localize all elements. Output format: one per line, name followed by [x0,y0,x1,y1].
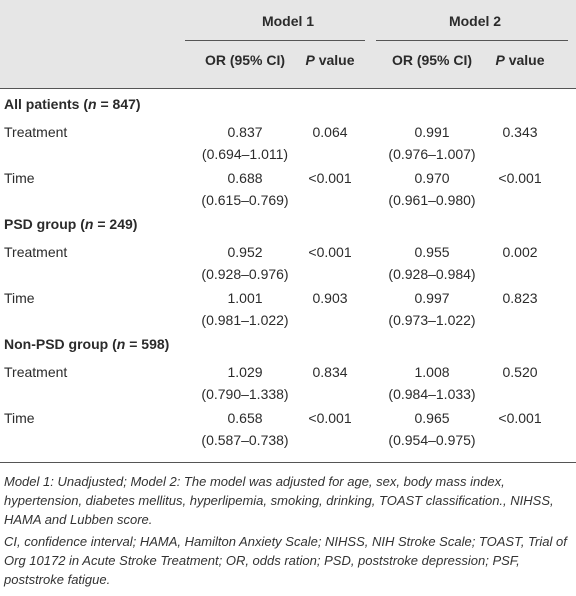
text-segment: = 249) [93,216,138,232]
confidence-interval: (0.790–1.338) [201,386,289,402]
text-segment: P [495,52,505,68]
odds-ratio: 0.965 [414,410,450,426]
odds-ratio: 0.688 [227,170,263,186]
confidence-interval: (0.694–1.011) [201,146,289,162]
row-label: Time [4,410,35,426]
p-value: 0.823 [502,290,538,306]
text-segment: OR (95% CI) [391,52,473,68]
text-segment: value [314,52,355,68]
odds-ratio: 0.991 [414,124,450,140]
p-value: 0.834 [312,364,348,380]
confidence-interval: (0.973–1.022) [388,312,476,328]
confidence-interval: (0.981–1.022) [201,312,289,328]
p-value: <0.001 [308,410,352,426]
group-header: All patients (n = 847) [4,95,141,113]
column-header: OR (95% CI) [205,51,285,69]
text-segment: = 847) [96,96,141,112]
odds-ratio: 0.997 [414,290,450,306]
model-header: Model 2 [448,13,502,29]
column-header: OR (95% CI) [392,51,472,69]
p-value: 0.002 [502,244,538,260]
odds-ratio: 1.008 [414,364,450,380]
bottom-rule [0,462,576,463]
confidence-interval: (0.984–1.033) [388,386,476,402]
column-header: P value [305,51,354,69]
row-label: Treatment [4,124,68,140]
p-value: 0.343 [502,124,538,140]
text-segment: All patients ( [4,96,89,112]
row-label: Treatment [4,244,68,260]
confidence-interval: (0.587–0.738) [201,432,289,448]
confidence-interval: (0.954–0.975) [388,432,476,448]
header-background [0,0,576,88]
row-label: Time [4,290,35,306]
model-underline [376,40,568,41]
group-header: Non-PSD group (n = 598) [4,335,169,353]
model-underline [185,40,365,41]
column-header: P value [495,51,544,69]
p-value: <0.001 [498,410,542,426]
text-segment: OR (95% CI) [204,52,286,68]
odds-ratio: 1.029 [227,364,263,380]
row-label: Treatment [4,364,68,380]
confidence-interval: (0.928–0.984) [388,266,476,282]
footnote: Model 1: Unadjusted; Model 2: The model … [4,474,554,527]
p-value: <0.001 [308,170,352,186]
odds-ratio: 0.837 [227,124,263,140]
confidence-interval: (0.961–0.980) [388,192,476,208]
text-segment: PSD group ( [4,216,85,232]
odds-ratio: 1.001 [227,290,263,306]
odds-ratio: 0.952 [227,244,263,260]
text-segment: n [84,216,94,232]
odds-ratio: 0.955 [414,244,450,260]
p-value: <0.001 [498,170,542,186]
row-label: Time [4,170,35,186]
footnote: CI, confidence interval; HAMA, Hamilton … [4,534,567,587]
p-value: 0.520 [502,364,538,380]
text-segment: n [88,96,97,112]
p-value: 0.903 [312,290,348,306]
odds-ratio: 0.970 [414,170,450,186]
text-segment: n [116,336,126,352]
p-value: <0.001 [308,244,352,260]
confidence-interval: (0.976–1.007) [388,146,476,162]
text-segment: P [305,52,315,68]
p-value: 0.064 [312,124,348,140]
model-header: Model 1 [261,13,315,29]
header-rule [0,88,576,89]
group-header: PSD group (n = 249) [4,215,137,233]
text-segment: Non-PSD group ( [4,336,117,352]
confidence-interval: (0.928–0.976) [201,266,289,282]
text-segment: value [504,52,545,68]
text-segment: = 598) [125,336,170,352]
odds-ratio: 0.658 [227,410,263,426]
confidence-interval: (0.615–0.769) [201,192,289,208]
